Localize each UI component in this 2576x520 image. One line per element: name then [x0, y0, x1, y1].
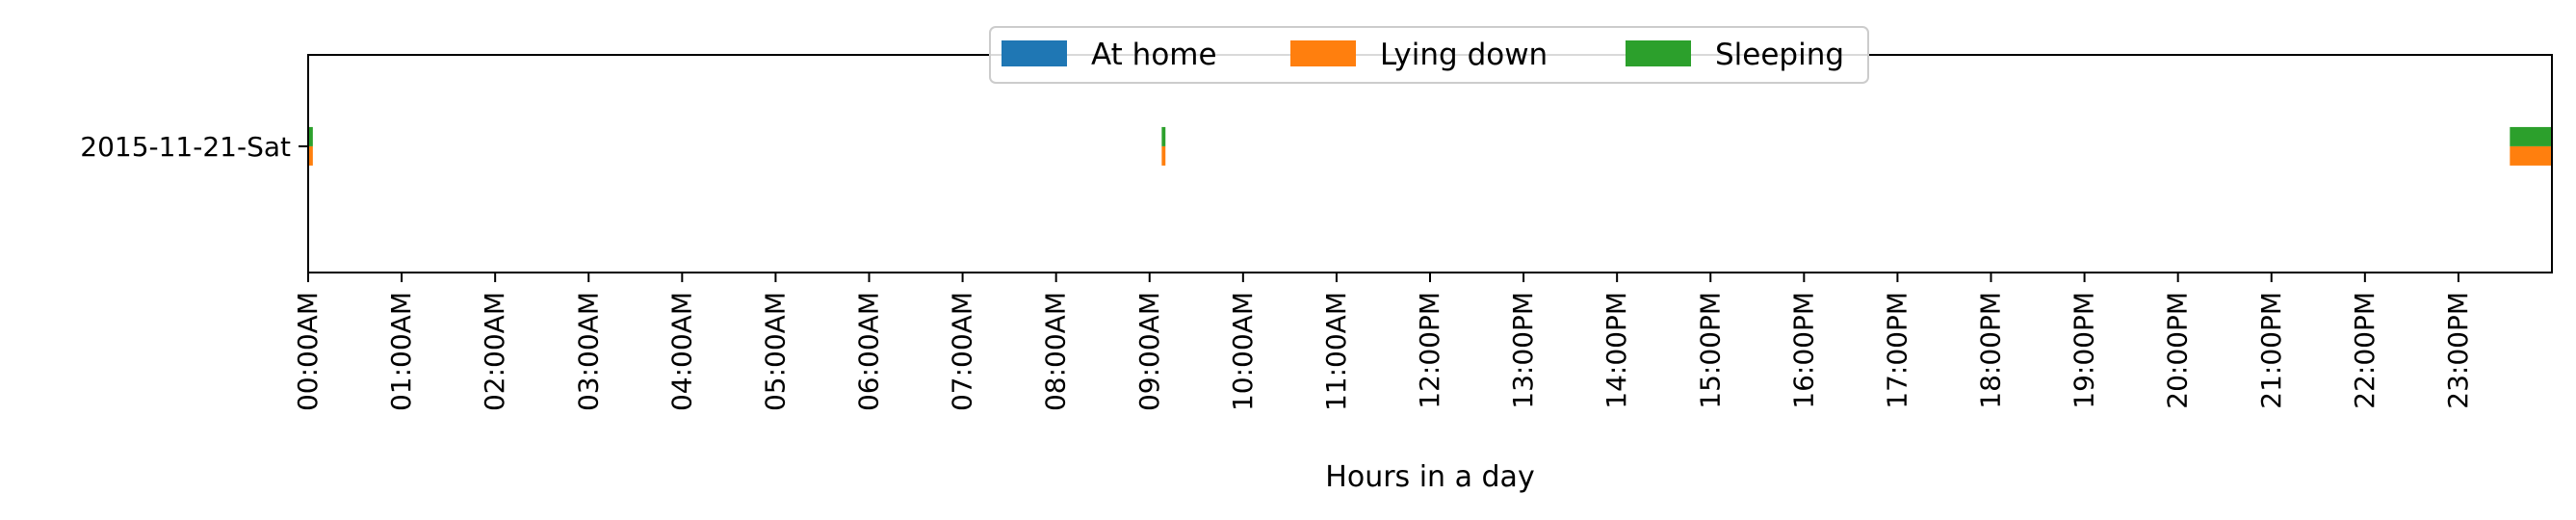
x-tick-label: 00:00AM — [292, 292, 324, 411]
x-tick-label: 16:00PM — [1787, 292, 1819, 409]
x-tick-label: 18:00PM — [1975, 292, 2007, 409]
x-tick-label: 13:00PM — [1507, 292, 1539, 409]
plot-frame — [307, 54, 2553, 273]
x-tick-label: 15:00PM — [1694, 292, 1726, 409]
bar-lying-down — [1161, 145, 1166, 166]
x-tick-label: 11:00AM — [1320, 292, 1352, 411]
y-tick-label: 2015-11-21-Sat — [80, 131, 291, 163]
bar-lying-down — [2510, 145, 2552, 166]
x-tick-label: 03:00AM — [572, 292, 604, 411]
x-axis: 00:00AM 01:00AM 02:00AM 03:00AM 04:00AM 05:00… — [292, 273, 2474, 411]
x-tick-label: 08:00AM — [1040, 292, 1072, 411]
x-tick-label: 20:00PM — [2162, 292, 2194, 409]
bar-sleeping — [2510, 126, 2552, 146]
legend-swatch — [1290, 40, 1356, 66]
legend-label: Sleeping — [1715, 38, 1844, 72]
legend-swatch — [1626, 40, 1691, 66]
bars-layer — [308, 126, 2552, 166]
x-tick-label: 02:00AM — [479, 292, 510, 411]
x-tick-label: 09:00AM — [1133, 292, 1165, 411]
x-tick-label: 21:00PM — [2255, 292, 2287, 409]
x-tick-label: 06:00AM — [853, 292, 885, 411]
x-tick-label: 12:00PM — [1414, 292, 1445, 409]
x-axis-label: Hours in a day — [1325, 460, 1534, 494]
x-tick-label: 22:00PM — [2349, 292, 2381, 409]
x-tick-label: 17:00PM — [1881, 292, 1912, 409]
bar-sleeping — [1161, 126, 1166, 146]
legend: At home Lying down Sleeping — [989, 26, 1869, 84]
bar-lying-down — [308, 145, 313, 166]
x-tick-label: 07:00AM — [947, 292, 978, 411]
bar-sleeping — [308, 126, 313, 146]
legend-swatch — [1002, 40, 1067, 66]
legend-label: At home — [1091, 38, 1217, 72]
x-tick-label: 23:00PM — [2442, 292, 2474, 409]
x-tick-label: 10:00AM — [1227, 292, 1259, 411]
x-tick-label: 19:00PM — [2069, 292, 2100, 409]
x-tick-label: 01:00AM — [385, 292, 417, 411]
x-tick-label: 14:00PM — [1600, 292, 1632, 409]
x-tick-label: 04:00AM — [665, 292, 697, 411]
legend-label: Lying down — [1380, 38, 1548, 72]
x-tick-label: 05:00AM — [759, 292, 791, 411]
y-axis: 2015-11-21-Sat — [80, 131, 308, 163]
